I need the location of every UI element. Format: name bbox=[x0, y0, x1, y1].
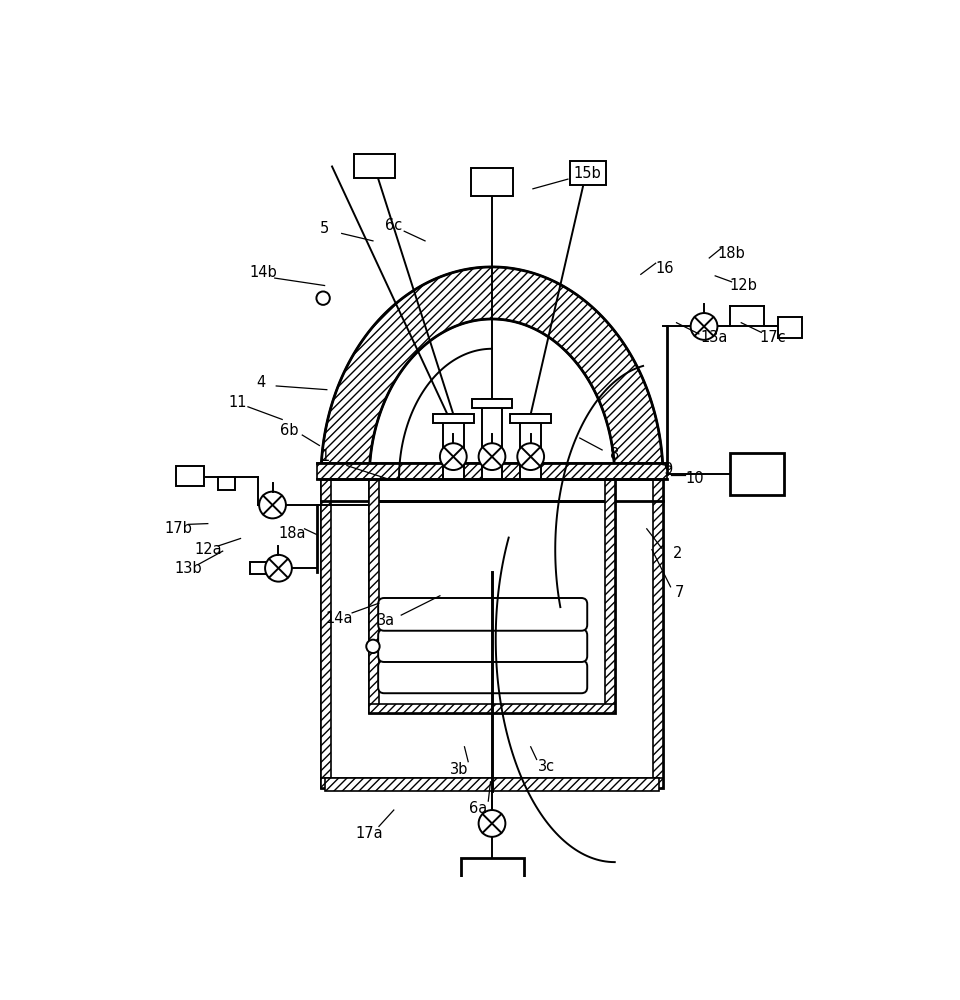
Bar bbox=[321, 479, 663, 788]
Text: 6b: 6b bbox=[280, 423, 299, 438]
Text: 9: 9 bbox=[663, 462, 672, 477]
Text: 6c: 6c bbox=[385, 218, 402, 233]
Circle shape bbox=[479, 810, 505, 837]
Text: 5: 5 bbox=[320, 221, 329, 236]
Bar bbox=[433, 414, 474, 423]
Text: 12a: 12a bbox=[194, 542, 222, 557]
Bar bbox=[779, 317, 803, 338]
Circle shape bbox=[479, 443, 505, 470]
Bar bbox=[605, 475, 614, 713]
Text: 14a: 14a bbox=[325, 611, 353, 626]
Bar bbox=[730, 453, 783, 495]
Bar bbox=[520, 414, 541, 479]
Bar bbox=[324, 778, 660, 791]
Bar bbox=[570, 161, 606, 185]
Text: 14b: 14b bbox=[249, 265, 276, 280]
Bar bbox=[482, 399, 502, 479]
Bar bbox=[218, 477, 234, 490]
Text: 7: 7 bbox=[675, 585, 684, 600]
FancyBboxPatch shape bbox=[378, 629, 588, 662]
Bar bbox=[321, 475, 330, 788]
Circle shape bbox=[317, 291, 330, 305]
FancyBboxPatch shape bbox=[378, 598, 588, 631]
Polygon shape bbox=[321, 267, 663, 479]
Text: 1: 1 bbox=[320, 449, 329, 464]
Bar bbox=[370, 475, 379, 713]
Text: 15b: 15b bbox=[573, 166, 601, 181]
Text: 2: 2 bbox=[673, 546, 683, 561]
Text: 17a: 17a bbox=[355, 826, 383, 841]
Circle shape bbox=[367, 640, 379, 653]
Bar bbox=[370, 704, 614, 713]
Circle shape bbox=[259, 492, 286, 518]
Bar bbox=[321, 778, 663, 788]
Text: 13a: 13a bbox=[700, 330, 728, 345]
Text: 17c: 17c bbox=[760, 330, 786, 345]
Bar bbox=[354, 154, 396, 178]
Circle shape bbox=[440, 443, 467, 470]
Bar bbox=[471, 399, 513, 408]
Text: 6a: 6a bbox=[469, 801, 488, 816]
Circle shape bbox=[690, 313, 717, 340]
Text: 8: 8 bbox=[611, 447, 619, 462]
Bar bbox=[370, 479, 614, 713]
Text: 18a: 18a bbox=[278, 526, 306, 541]
Text: 4: 4 bbox=[256, 375, 266, 390]
Text: 13b: 13b bbox=[175, 561, 203, 576]
Text: 18b: 18b bbox=[718, 246, 746, 261]
FancyBboxPatch shape bbox=[378, 660, 588, 693]
Text: 12b: 12b bbox=[730, 278, 757, 293]
Bar bbox=[317, 463, 667, 479]
Text: 10: 10 bbox=[685, 471, 704, 486]
Text: 3c: 3c bbox=[538, 759, 555, 774]
Text: 3b: 3b bbox=[450, 762, 468, 777]
Text: 3a: 3a bbox=[377, 613, 396, 628]
Bar bbox=[176, 466, 204, 486]
Text: 17b: 17b bbox=[164, 521, 192, 536]
Bar bbox=[461, 858, 524, 896]
Circle shape bbox=[265, 555, 292, 582]
Bar bbox=[654, 475, 663, 788]
Bar bbox=[471, 168, 513, 196]
Bar bbox=[510, 414, 551, 423]
Bar bbox=[443, 414, 464, 479]
Circle shape bbox=[517, 443, 544, 470]
Bar bbox=[251, 562, 274, 574]
Text: 11: 11 bbox=[228, 395, 247, 410]
Text: 16: 16 bbox=[656, 261, 674, 276]
